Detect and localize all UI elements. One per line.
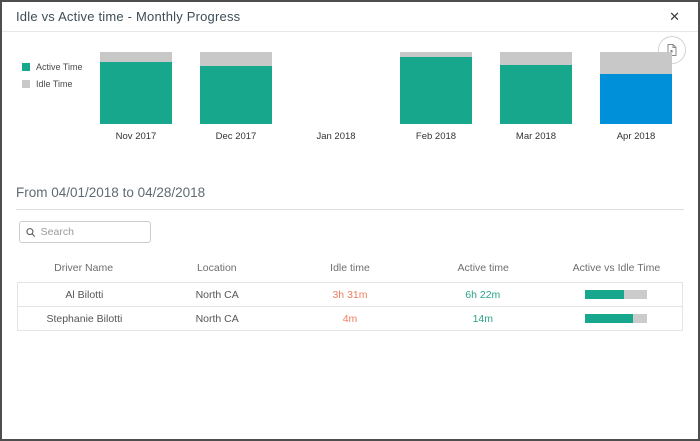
active-segment bbox=[600, 74, 672, 124]
column-header-idle-time: Idle time bbox=[330, 262, 370, 274]
table-body: Al Bilotti North CA 3h 31m 6h 22m Stephanie … bbox=[17, 282, 683, 331]
idle-segment bbox=[200, 52, 272, 66]
chart-bar-feb-2018[interactable]: Feb 2018 bbox=[386, 44, 486, 142]
idle-segment bbox=[600, 52, 672, 74]
legend-swatch-icon bbox=[22, 80, 30, 88]
driver-table: Driver Name Location Idle time Active time A… bbox=[17, 253, 683, 331]
idle-segment bbox=[100, 52, 172, 62]
legend-label: Active Time bbox=[36, 62, 83, 72]
active-fill bbox=[584, 290, 625, 299]
table-header: Driver Name Location Idle time Active time A… bbox=[17, 253, 683, 282]
chart-category-label: Nov 2017 bbox=[115, 131, 157, 142]
driver-name-cell: Al Bilotti bbox=[65, 288, 104, 301]
column-header-active-time: Active time bbox=[457, 262, 509, 274]
table-row[interactable]: Al Bilotti North CA 3h 31m 6h 22m bbox=[17, 282, 683, 307]
close-icon[interactable]: ✕ bbox=[663, 6, 686, 27]
active-vs-idle-bar bbox=[584, 314, 647, 323]
chart-category-label: Dec 2017 bbox=[215, 131, 257, 142]
legend-swatch-icon bbox=[22, 63, 30, 71]
chart-bar-nov-2017[interactable]: Nov 2017 bbox=[86, 44, 186, 142]
legend-item-active-time: Active Time bbox=[22, 62, 83, 72]
active-segment bbox=[200, 66, 272, 124]
active-vs-idle-bar bbox=[584, 290, 647, 299]
period-label: From 04/01/2018 to 04/28/2018 bbox=[16, 185, 206, 200]
chart-bar-dec-2017[interactable]: Dec 2017 bbox=[186, 44, 286, 142]
column-header-active-vs-idle-time: Active vs Idle Time bbox=[572, 262, 661, 274]
location-cell: North CA bbox=[195, 312, 239, 325]
active-segment bbox=[500, 65, 572, 124]
column-header-location: Location bbox=[196, 262, 237, 274]
period-heading-row: From 04/01/2018 to 04/28/2018 bbox=[16, 184, 684, 210]
page-title: Idle vs Active time - Monthly Progress bbox=[16, 9, 241, 24]
table-row[interactable]: Stephanie Bilotti North CA 4m 14m bbox=[17, 306, 683, 331]
idle-time-cell: 4m bbox=[342, 312, 358, 325]
chart-bar-jan-2018: Jan 2018 bbox=[286, 44, 386, 142]
dialog-titlebar: Idle vs Active time - Monthly Progress ✕ bbox=[2, 2, 698, 32]
chart-category-label: Feb 2018 bbox=[415, 131, 457, 142]
chart-category-label: Jan 2018 bbox=[316, 131, 356, 142]
chart-bars: Nov 2017 Dec 2017 Jan 2018 Feb 2018 Mar 2018… bbox=[86, 44, 686, 142]
chart-bar-apr-2018[interactable]: Apr 2018 bbox=[586, 44, 686, 142]
legend-label: Idle Time bbox=[36, 79, 73, 89]
chart-category-label: Mar 2018 bbox=[515, 131, 557, 142]
active-vs-idle-cell bbox=[549, 314, 682, 323]
search-box[interactable] bbox=[19, 221, 151, 243]
active-time-cell: 14m bbox=[472, 312, 493, 325]
active-segment bbox=[400, 57, 472, 124]
search-icon bbox=[26, 227, 36, 237]
active-segment bbox=[100, 62, 172, 124]
legend-item-idle-time: Idle Time bbox=[22, 79, 83, 89]
active-time-cell: 6h 22m bbox=[465, 288, 501, 301]
chart-bar-mar-2018[interactable]: Mar 2018 bbox=[486, 44, 586, 142]
column-header-driver-name: Driver Name bbox=[54, 262, 114, 274]
chart-legend: Active Time Idle Time bbox=[22, 62, 83, 96]
idle-time-cell: 3h 31m bbox=[332, 288, 368, 301]
active-vs-idle-cell bbox=[549, 290, 682, 299]
active-fill bbox=[584, 314, 633, 323]
idle-segment bbox=[500, 52, 572, 65]
chart-category-label: Apr 2018 bbox=[616, 131, 656, 142]
location-cell: North CA bbox=[195, 288, 239, 301]
idle-segment bbox=[400, 52, 472, 57]
driver-name-cell: Stephanie Bilotti bbox=[46, 312, 123, 325]
search-input[interactable] bbox=[40, 226, 144, 238]
idle-active-chart: Active Time Idle Time Nov 2017 Dec 2017 Jan… bbox=[2, 44, 698, 176]
